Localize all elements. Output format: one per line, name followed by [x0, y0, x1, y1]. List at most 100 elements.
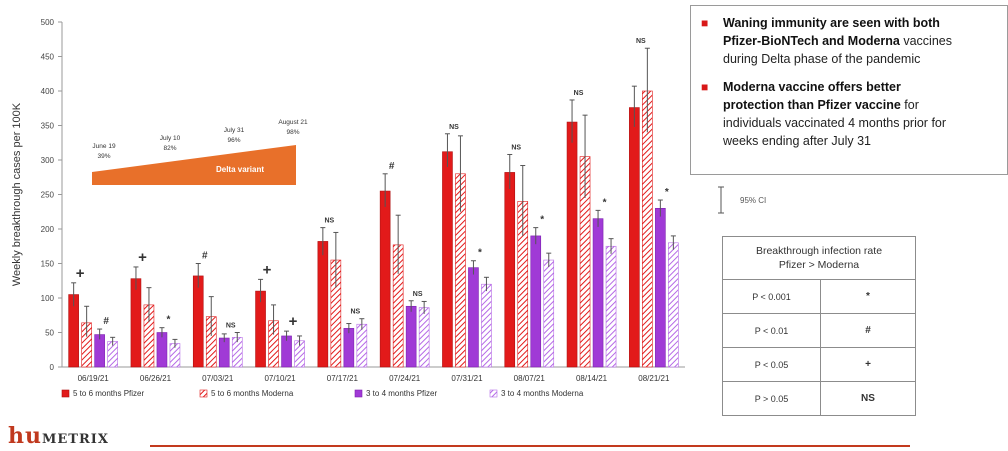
significance-marker: NS: [636, 38, 646, 45]
legend-swatch: [199, 389, 208, 398]
significance-marker: NS: [226, 323, 236, 330]
note-2-line-4: weeks ending after July 31: [723, 134, 872, 148]
p-value-cell: P < 0.001: [722, 279, 821, 314]
legend-label: 3 to 4 months Moderna: [501, 389, 584, 398]
delta-date-label: August 21: [278, 119, 308, 126]
note-2-line-2-bold: protection than Pfizer vaccine: [723, 98, 901, 112]
y-tick-label: 50: [45, 329, 54, 338]
y-tick-label: 250: [41, 191, 55, 200]
x-tick-label: 06/19/21: [78, 374, 110, 383]
significance-marker: NS: [350, 309, 360, 316]
symbol-cell: *: [820, 279, 916, 314]
significance-marker: NS: [574, 90, 584, 97]
delta-date-label: July 10: [160, 135, 181, 142]
significance-marker: NS: [324, 218, 334, 225]
bar: [592, 218, 604, 368]
note-1-line-2-bold: Pfizer-BioNTech and Moderna: [723, 34, 900, 48]
logo-metrix: METRIX: [42, 432, 109, 447]
significance-marker: #: [389, 161, 395, 172]
x-tick-label: 06/26/21: [140, 374, 172, 383]
legend-swatch: [354, 389, 363, 398]
ci-legend: 95% CI: [716, 185, 766, 215]
legend: 5 to 6 months Pfizer 5 to 6 months Modern…: [61, 389, 584, 398]
symbol-cell: #: [820, 313, 916, 348]
symbol-cell: NS: [820, 381, 916, 416]
humetrix-logo: huMETRIX: [8, 423, 109, 449]
bar: [192, 275, 204, 368]
y-tick-label: 200: [41, 225, 55, 234]
bar: [566, 121, 578, 368]
bar: [543, 259, 555, 368]
significance-table: Breakthrough infection rate Pfizer > Mod…: [722, 236, 916, 416]
bar: [94, 334, 105, 368]
legend-label: 5 to 6 months Moderna: [211, 389, 294, 398]
y-tick-label: 150: [41, 260, 55, 269]
table-header-line-2: Pfizer > Moderna: [778, 259, 860, 271]
bar: [504, 172, 516, 368]
legend-swatch: [489, 389, 498, 398]
significance-marker: *: [478, 248, 482, 259]
bar: [317, 241, 329, 368]
y-tick-label: 300: [41, 156, 55, 165]
bar: [343, 328, 355, 368]
bar: [418, 307, 430, 368]
x-tick-label: 07/03/21: [202, 374, 234, 383]
table-row: P < 0.05 +: [722, 347, 916, 382]
table-header: Breakthrough infection rate Pfizer > Mod…: [722, 236, 916, 280]
significance-marker: NS: [449, 124, 459, 131]
note-1-line-3: during Delta phase of the pandemic: [723, 52, 921, 66]
legend-label: 5 to 6 months Pfizer: [73, 389, 144, 398]
divider: [150, 445, 910, 447]
notes-box: ■ Waning immunity are seen with both Pfi…: [690, 5, 1008, 175]
x-tick-label: 07/10/21: [264, 374, 296, 383]
note-text-1: Waning immunity are seen with both Pfize…: [723, 14, 952, 68]
significance-marker: NS: [511, 144, 521, 151]
note-2-line-3: individuals vaccinated 4 months prior fo…: [723, 116, 947, 130]
significance-marker: #: [103, 316, 109, 327]
y-tick-label: 500: [41, 18, 55, 27]
p-value-cell: P < 0.05: [722, 347, 821, 382]
bar: [218, 337, 230, 368]
bar: [255, 290, 266, 368]
bar: [468, 267, 479, 368]
bar: [356, 323, 368, 368]
symbol-cell: +: [820, 347, 916, 382]
significance-marker: +: [263, 261, 272, 278]
error-bar-icon: [718, 186, 724, 214]
y-axis-title: Weekly breakthrough cases per 100K: [11, 102, 23, 286]
significance-marker: *: [166, 315, 170, 326]
breakthrough-cases-chart: 0 50 100 150 200 250 300 350 400 450 500 Weekly bre…: [11, 18, 685, 398]
y-tick-label: 350: [41, 122, 55, 131]
y-tick-label: 0: [50, 363, 55, 372]
note-1-line-2: vaccines: [899, 34, 952, 48]
legend-swatch: [61, 389, 70, 398]
y-tick-label: 400: [41, 87, 55, 96]
p-value-cell: P > 0.05: [722, 381, 821, 416]
bar: [605, 245, 617, 368]
delta-date-label: June 19: [92, 143, 116, 150]
note-2-line-2: for: [900, 98, 919, 112]
delta-pct-label: 39%: [97, 153, 110, 160]
bullet-icon: ■: [701, 80, 709, 94]
significance-marker: *: [603, 197, 607, 208]
table-row: P < 0.001 *: [722, 279, 916, 314]
p-value-cell: P < 0.01: [722, 313, 821, 348]
note-item-1: ■ Waning immunity are seen with both Pfi…: [701, 14, 1001, 68]
delta-variant-arrow: [92, 145, 296, 185]
bar: [130, 278, 142, 368]
y-tick-label: 450: [41, 53, 55, 62]
x-tick-label: 07/31/21: [451, 374, 483, 383]
x-tick-label: 08/14/21: [576, 374, 608, 383]
delta-variant-label: Delta variant: [216, 165, 264, 174]
significance-marker: +: [289, 313, 298, 330]
significance-marker: NS: [413, 291, 423, 298]
x-tick-label: 07/24/21: [389, 374, 421, 383]
note-item-2: ■ Moderna vaccine offers better protecti…: [701, 78, 1001, 150]
delta-pct-label: 96%: [227, 137, 240, 144]
significance-marker: *: [540, 215, 544, 226]
note-text-2: Moderna vaccine offers better protection…: [723, 78, 946, 150]
y-tick-label: 100: [41, 294, 55, 303]
delta-date-label: July 31: [224, 127, 245, 134]
significance-marker: *: [665, 187, 669, 198]
bars: [68, 47, 679, 368]
